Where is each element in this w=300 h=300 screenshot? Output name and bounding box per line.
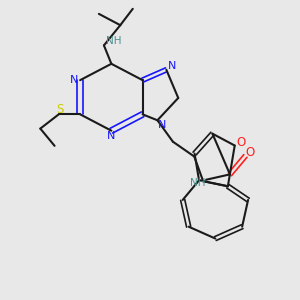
Text: N: N bbox=[69, 75, 78, 85]
Text: O: O bbox=[236, 136, 245, 149]
Text: S: S bbox=[57, 103, 64, 116]
Text: N: N bbox=[167, 61, 176, 71]
Text: NH: NH bbox=[106, 36, 121, 46]
Text: O: O bbox=[245, 146, 254, 160]
Text: N: N bbox=[158, 120, 166, 130]
Text: N: N bbox=[107, 131, 116, 141]
Text: NH: NH bbox=[190, 178, 205, 188]
